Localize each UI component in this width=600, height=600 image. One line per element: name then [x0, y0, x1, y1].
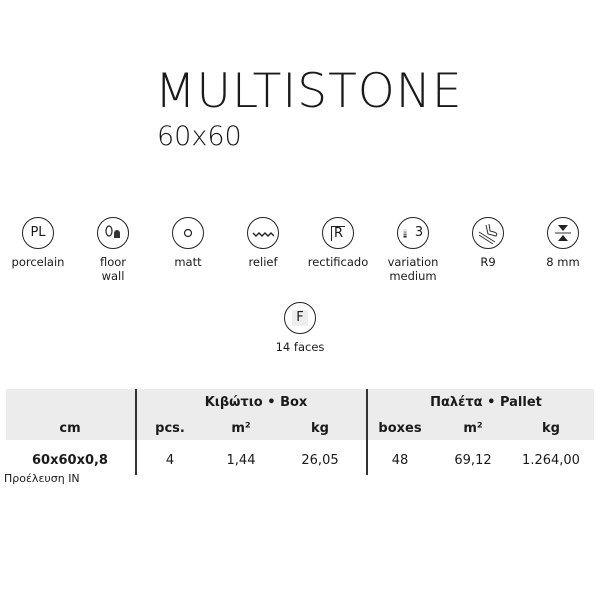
feature-label: relief: [248, 255, 278, 269]
feature-label: rectificado: [307, 255, 369, 269]
rectified-icon: R: [322, 217, 354, 249]
faces-icon: F: [284, 302, 316, 334]
feature-label: matt: [174, 255, 202, 269]
table-header-band: [6, 389, 594, 440]
header-box-kg: kg: [311, 421, 329, 436]
product-size: 60x60: [157, 121, 242, 152]
variation-level: 3: [414, 225, 424, 240]
header-pcs: pcs.: [155, 421, 185, 436]
thickness-icon: [547, 217, 579, 249]
feature-label: R9: [480, 255, 496, 269]
rectified-letter: R: [330, 225, 346, 241]
cell-size: 60x60x0,8: [32, 453, 108, 468]
group-pallet: Παλέτα • Pallet: [430, 395, 542, 410]
cell-pcs: 4: [165, 453, 175, 468]
floor-wall-icon: [97, 217, 129, 249]
header-box-m2: m²: [231, 421, 251, 436]
cell-boxes: 48: [391, 453, 409, 468]
divider: [366, 389, 368, 475]
product-title: MULTISTONE: [155, 64, 463, 119]
feature-thickness: 8 mm: [523, 217, 600, 269]
relief-icon: [247, 217, 279, 249]
feature-r9: R9: [448, 217, 528, 269]
feature-faces: F 14 faces: [260, 302, 340, 354]
slip-resistance-icon: [472, 217, 504, 249]
feature-label: variation: [387, 255, 439, 269]
feature-label: 8 mm: [546, 255, 580, 269]
cell-pallet-m2: 69,12: [454, 453, 492, 468]
feature-rectified: R rectificado: [298, 217, 378, 269]
cell-box-kg: 26,05: [301, 453, 339, 468]
group-box: Κιβώτιο • Box: [204, 395, 308, 410]
cell-box-m2: 1,44: [226, 453, 256, 468]
header-cm: cm: [59, 421, 81, 436]
feature-matt: matt: [148, 217, 228, 269]
feature-label: porcelain: [11, 255, 65, 269]
divider: [135, 389, 137, 475]
header-pallet-kg: kg: [542, 421, 560, 436]
origin-note: Προέλευση IN: [4, 472, 80, 485]
header-boxes: boxes: [378, 421, 422, 436]
feature-label: wall: [101, 269, 125, 283]
variation-icon: 3: [397, 217, 429, 249]
faces-letter: F: [292, 310, 308, 326]
feature-label: floor: [99, 255, 127, 269]
feature-relief: relief: [223, 217, 303, 269]
feature-porcelain: PL porcelain: [0, 217, 78, 269]
feature-floor-wall: floor wall: [73, 217, 153, 283]
matt-icon: [172, 217, 204, 249]
cell-pallet-kg: 1.264,00: [522, 453, 580, 468]
feature-label: 14 faces: [275, 340, 325, 354]
feature-variation: 3 variation medium: [373, 217, 453, 283]
porcelain-icon: PL: [22, 217, 54, 249]
feature-label: medium: [389, 269, 437, 283]
header-pallet-m2: m²: [463, 421, 483, 436]
